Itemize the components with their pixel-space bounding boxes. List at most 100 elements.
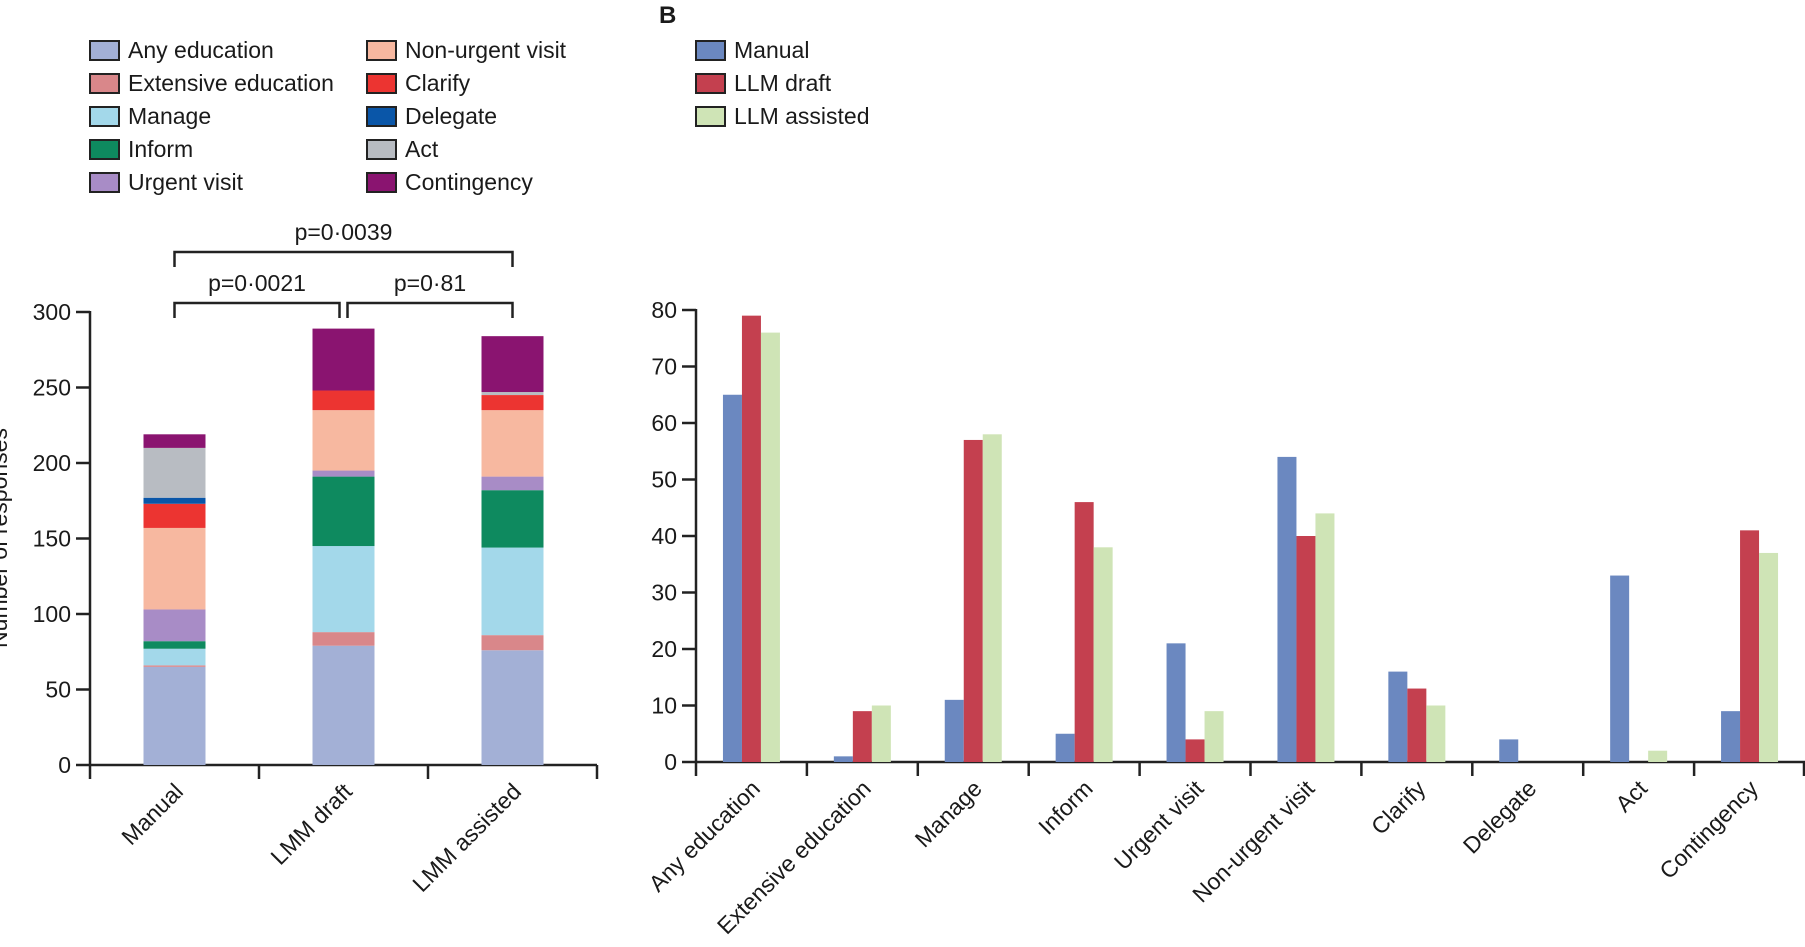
legend-label-urgent-visit: Urgent visit bbox=[128, 169, 244, 195]
legend-label-contingency: Contingency bbox=[405, 169, 533, 195]
chart-a-ytick-label: 300 bbox=[33, 299, 71, 325]
legend-label-manual: Manual bbox=[734, 37, 809, 63]
legend-label-llm-draft: LLM draft bbox=[734, 70, 832, 96]
bar-a-manual-manage bbox=[143, 648, 206, 666]
chart-a-xtick-label: Manual bbox=[116, 778, 188, 850]
bar-b-non-urgent-visit-llm-draft bbox=[1296, 536, 1316, 762]
bar-b-any-education-llm-assisted bbox=[760, 332, 780, 762]
bar-a-manual-extensive-education bbox=[143, 665, 206, 667]
legend-swatch-act bbox=[366, 139, 397, 160]
chart-a-ylabel: Number of responses bbox=[0, 428, 12, 648]
bar-a-lmm-assisted-manage bbox=[481, 547, 544, 636]
chart-b-ytick-label: 70 bbox=[651, 354, 677, 380]
bar-b-extensive-education-llm-assisted bbox=[871, 705, 891, 762]
legend-label-llm-assisted: LLM assisted bbox=[734, 103, 870, 129]
chart-b-ytick-label: 0 bbox=[664, 749, 677, 775]
bar-b-delegate-manual bbox=[1499, 739, 1519, 762]
legend-swatch-inform bbox=[89, 139, 120, 160]
legend-label-any-education: Any education bbox=[128, 37, 274, 63]
chart-a-xtick-label: LMM draft bbox=[265, 778, 357, 870]
bar-a-lmm-assisted-contingency bbox=[481, 336, 544, 393]
chart-b-ytick-label: 80 bbox=[651, 297, 677, 323]
bar-b-contingency-llm-assisted bbox=[1759, 552, 1779, 762]
significance-label: p=0·81 bbox=[394, 270, 466, 296]
bar-a-lmm-draft-inform bbox=[312, 476, 375, 547]
bar-a-lmm-assisted-urgent-visit bbox=[481, 476, 544, 491]
bar-a-lmm-draft-non-urgent-visit bbox=[312, 410, 375, 471]
bar-a-manual-any-education bbox=[143, 666, 206, 765]
chart-b-xtick-label: Act bbox=[1610, 775, 1652, 817]
legend-swatch-contingency bbox=[366, 172, 397, 193]
bar-b-extensive-education-manual bbox=[833, 756, 853, 762]
bar-b-inform-llm-draft bbox=[1074, 502, 1094, 762]
chart-b-ytick-label: 50 bbox=[651, 467, 677, 493]
bar-b-clarify-llm-assisted bbox=[1426, 705, 1446, 762]
bar-a-lmm-assisted-extensive-education bbox=[481, 635, 544, 651]
bar-a-manual-urgent-visit bbox=[143, 609, 206, 642]
bar-b-manage-llm-draft bbox=[963, 439, 983, 762]
bar-a-lmm-assisted-inform bbox=[481, 490, 544, 548]
significance-bracket bbox=[173, 301, 341, 318]
chart-b-ytick-label: 20 bbox=[651, 636, 677, 662]
bar-b-any-education-llm-draft bbox=[741, 315, 761, 762]
legend-label-extensive-education: Extensive education bbox=[128, 70, 334, 96]
panel-b-label: B bbox=[659, 2, 676, 29]
legend-swatch-any-education bbox=[89, 40, 120, 61]
chart-a-stacked-bar: 0 50 100 150 200 250 300 Number of responses Man… bbox=[0, 219, 599, 897]
legend-swatch-extensive-education bbox=[89, 73, 120, 94]
chart-b-ytick-label: 10 bbox=[651, 693, 677, 719]
bar-a-lmm-assisted-any-education bbox=[481, 650, 544, 765]
significance-bracket bbox=[346, 301, 514, 318]
bar-b-act-llm-assisted bbox=[1648, 750, 1668, 762]
legend-label-manage: Manage bbox=[128, 103, 211, 129]
bar-a-lmm-draft-extensive-education bbox=[312, 632, 375, 646]
chart-b-xtick-label: Any education bbox=[644, 775, 765, 896]
legend-swatch-delegate bbox=[366, 106, 397, 127]
legend-a: Any education Extensive education Manage In… bbox=[89, 37, 567, 195]
bar-b-contingency-llm-draft bbox=[1740, 530, 1760, 762]
bar-a-lmm-draft-urgent-visit bbox=[312, 470, 375, 477]
bar-a-lmm-draft-any-education bbox=[312, 645, 375, 765]
significance-label: p=0·0039 bbox=[295, 219, 393, 245]
legend-label-non-urgent-visit: Non-urgent visit bbox=[405, 37, 567, 63]
legend-swatch-manual bbox=[695, 40, 726, 61]
legend-swatch-urgent-visit bbox=[89, 172, 120, 193]
chart-a-ytick-label: 150 bbox=[33, 526, 71, 552]
chart-a-xtick-label: LMM assisted bbox=[407, 778, 526, 897]
bar-b-contingency-manual bbox=[1721, 711, 1741, 762]
significance-bracket bbox=[173, 250, 514, 267]
legend-label-inform: Inform bbox=[128, 136, 193, 162]
legend-swatch-non-urgent-visit bbox=[366, 40, 397, 61]
chart-b-xtick-label: Delegate bbox=[1458, 775, 1541, 858]
chart-a-ytick-label: 0 bbox=[58, 752, 71, 778]
bar-b-any-education-manual bbox=[722, 394, 742, 762]
bar-a-manual-inform bbox=[143, 641, 206, 649]
bar-b-urgent-visit-manual bbox=[1166, 643, 1186, 762]
legend-label-delegate: Delegate bbox=[405, 103, 497, 129]
chart-a-ytick-label: 100 bbox=[33, 601, 71, 627]
significance-label: p=0·0021 bbox=[208, 270, 306, 296]
legend-label-clarify: Clarify bbox=[405, 70, 471, 96]
bar-a-lmm-assisted-non-urgent-visit bbox=[481, 410, 544, 477]
chart-b-xtick-label: Contingency bbox=[1654, 775, 1763, 884]
chart-a-ytick-label: 250 bbox=[33, 375, 71, 401]
chart-b-xtick-label: Manage bbox=[910, 775, 987, 852]
bar-b-non-urgent-visit-llm-assisted bbox=[1315, 513, 1335, 762]
chart-a-ytick-label: 50 bbox=[45, 677, 71, 703]
chart-a-ytick-label: 200 bbox=[33, 450, 71, 476]
bar-a-lmm-draft-contingency bbox=[312, 328, 375, 391]
bar-a-lmm-draft-clarify bbox=[312, 390, 375, 411]
bar-b-act-manual bbox=[1610, 575, 1630, 762]
chart-b-ytick-label: 60 bbox=[651, 410, 677, 436]
bar-b-urgent-visit-llm-draft bbox=[1185, 739, 1205, 762]
chart-b-xtick-label: Urgent visit bbox=[1109, 775, 1209, 875]
chart-b-ytick-label: 30 bbox=[651, 580, 677, 606]
bar-b-inform-llm-assisted bbox=[1093, 547, 1113, 762]
bar-a-manual-non-urgent-visit bbox=[143, 527, 206, 610]
bar-b-manage-manual bbox=[944, 699, 964, 762]
chart-b-ytick-label: 40 bbox=[651, 523, 677, 549]
bar-b-clarify-llm-draft bbox=[1407, 688, 1427, 762]
bar-a-manual-contingency bbox=[143, 434, 206, 448]
chart-b-xtick-label: Clarify bbox=[1366, 775, 1431, 840]
